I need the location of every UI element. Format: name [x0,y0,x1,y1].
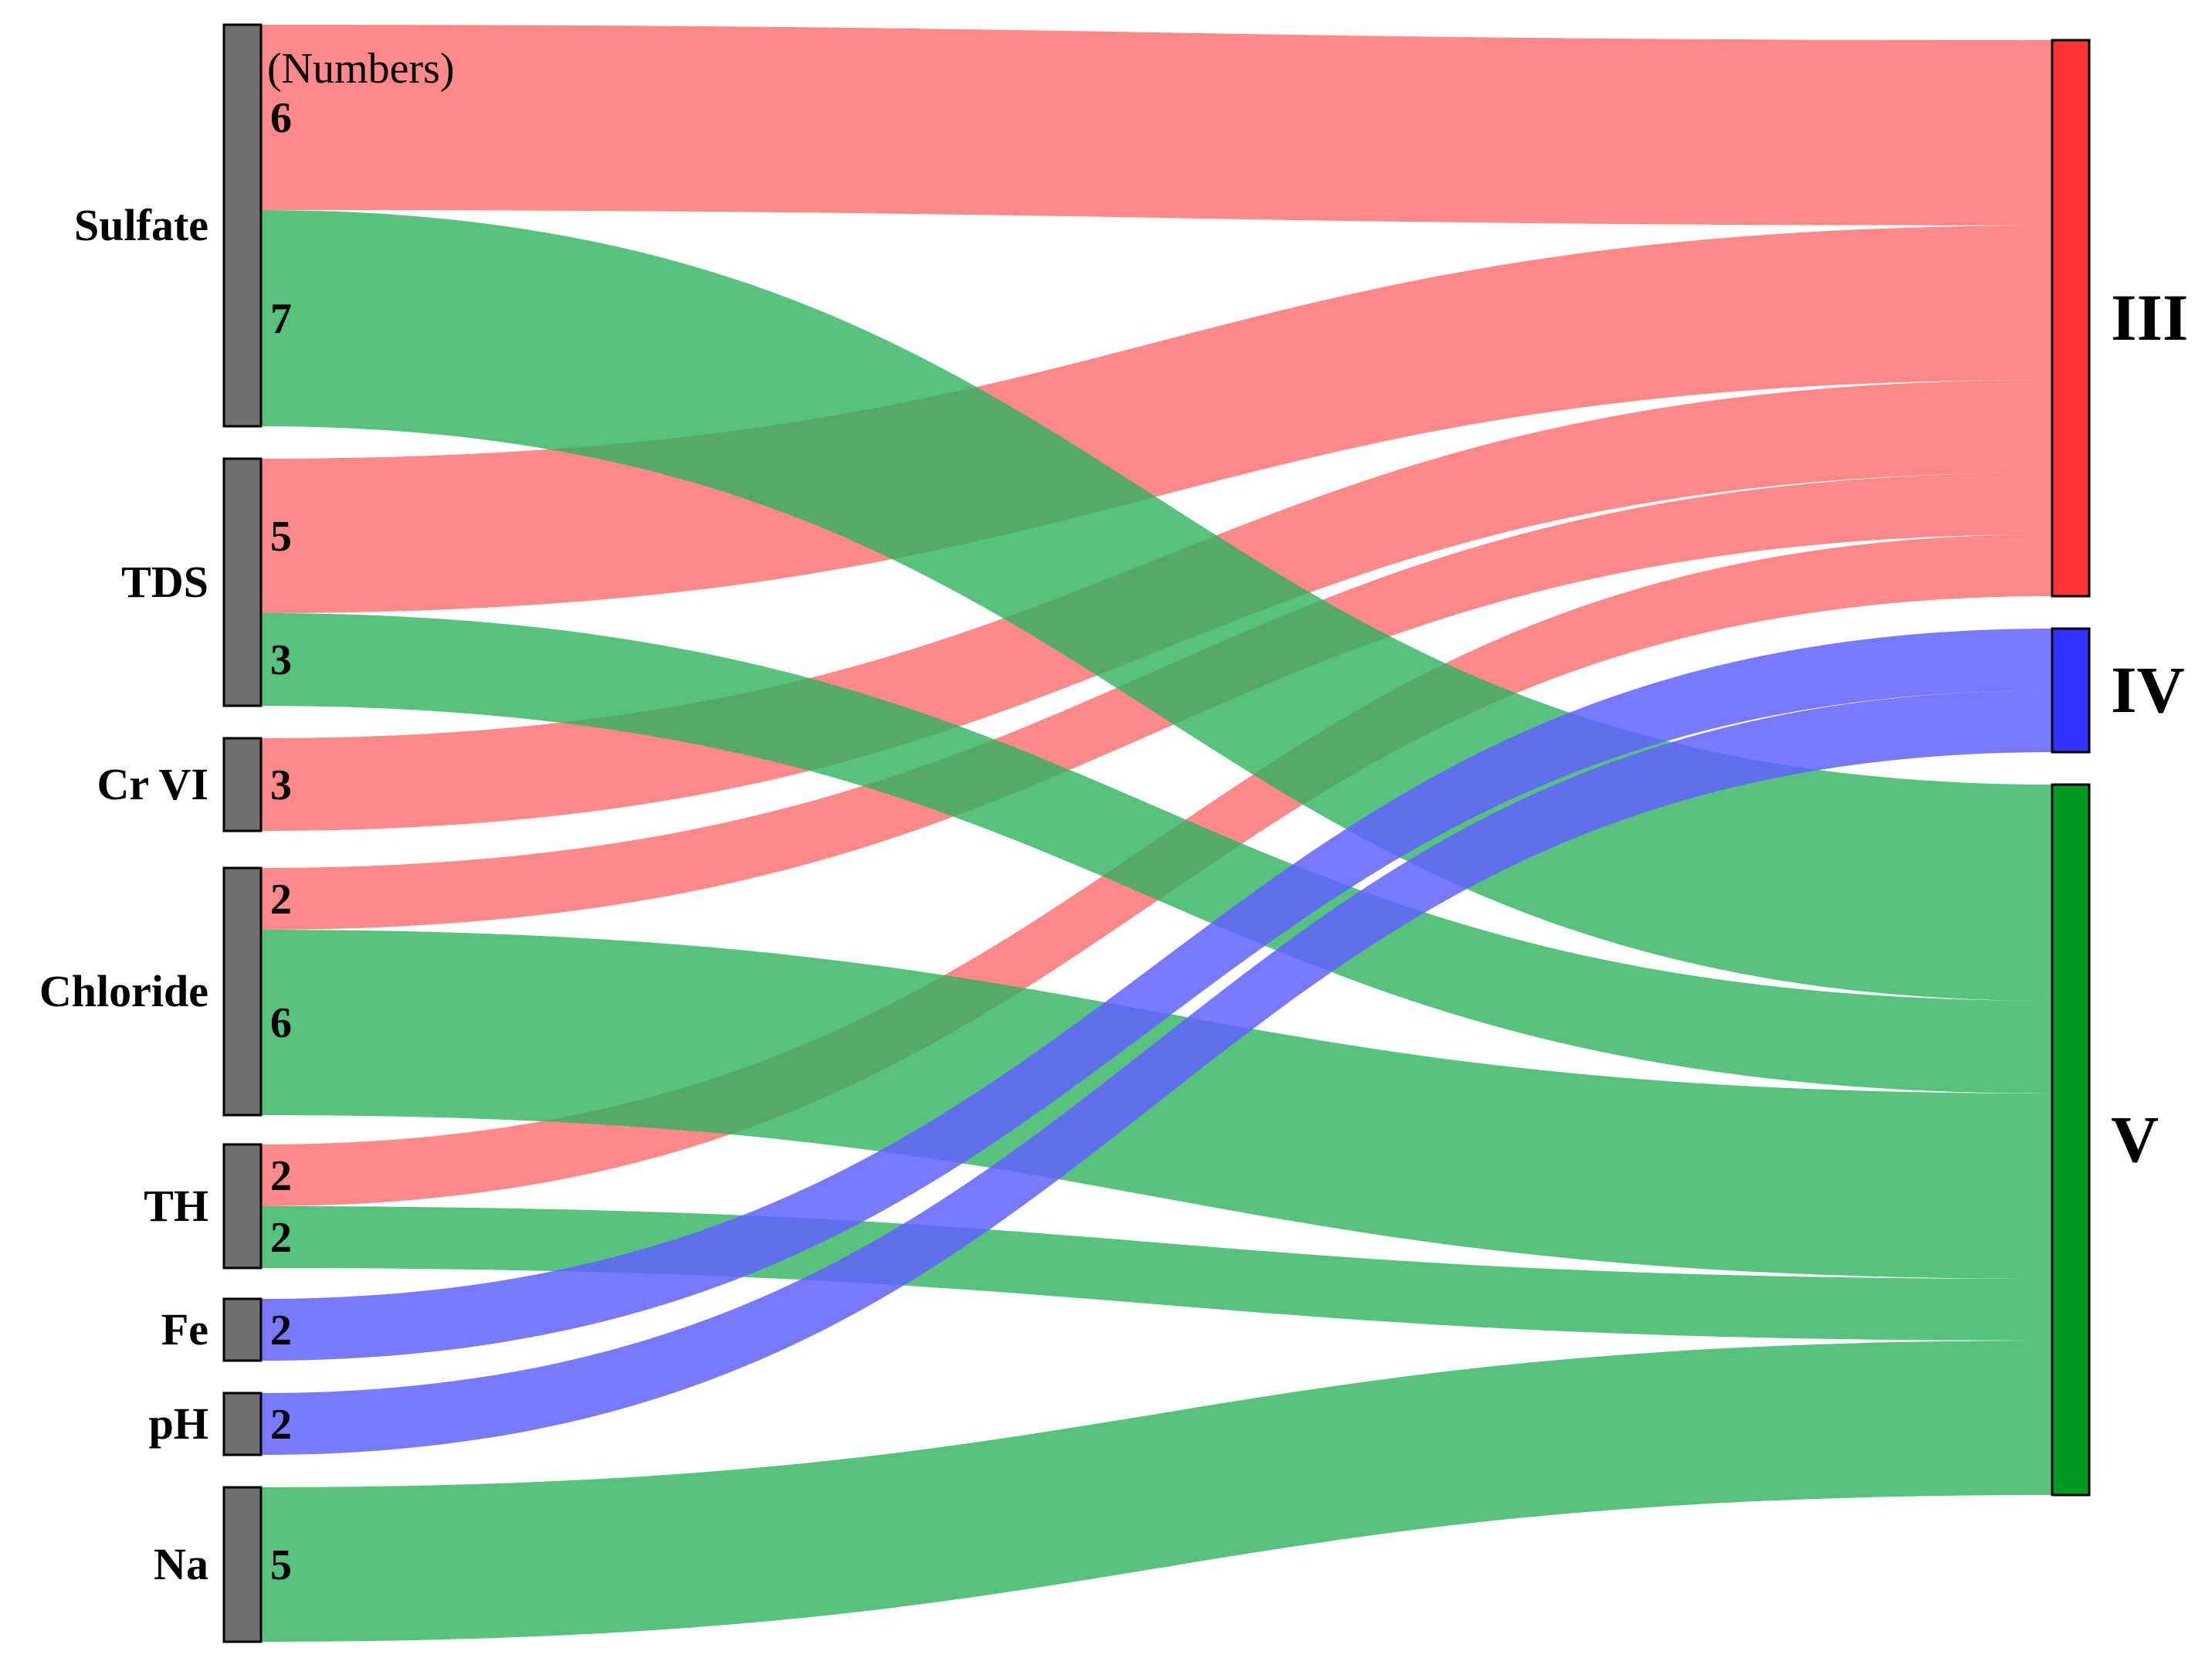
flow-tds-to-v [261,613,2052,1093]
source-node-ph [222,1392,263,1456]
numbers-header-label: (Numbers) [267,45,455,93]
source-node-th [222,1143,263,1270]
target-label-iii: III [2111,280,2188,354]
source-label-cr-vi: Cr VI [97,759,209,809]
source-node-fe [222,1297,263,1362]
source-node-cr-vi [222,737,263,832]
flow-value-label-chloride-v: 6 [270,999,292,1047]
target-node-iii [2051,39,2091,598]
flow-value-label-fe-iv: 2 [270,1307,292,1354]
source-node-tds [222,457,263,707]
flow-layer [261,25,2052,1642]
source-label-ph: pH [149,1398,208,1449]
source-node-chloride [222,866,263,1117]
flow-value-label-chloride-iii: 2 [270,876,292,924]
source-node-na [222,1486,263,1643]
target-node-v [2051,783,2091,1497]
flow-value-label-tds-v: 3 [270,636,292,684]
flow-fe-to-iv [261,629,2052,1361]
flow-value-label-na-v: 5 [270,1541,292,1589]
source-label-fe: Fe [161,1304,208,1354]
label-layer: (Numbers) Sulfate TDS Cr VI Chloride TH Fe pH N… [39,45,2189,1589]
flow-ph-to-iv [261,690,2052,1455]
source-label-na: Na [154,1539,208,1589]
flow-value-label-th-v: 2 [270,1214,292,1262]
target-label-iv: IV [2111,653,2185,727]
source-label-chloride: Chloride [39,966,208,1016]
flow-chloride-to-v [261,930,2052,1279]
source-node-sulfate [222,23,263,428]
flow-na-to-v [261,1341,2052,1642]
flow-value-label-sulfate-v: 7 [270,295,292,343]
flow-sulfate-to-iii [261,25,2052,225]
source-label-tds: TDS [121,557,208,607]
flow-value-label-sulfate-iii: 6 [270,94,292,142]
flow-tds-to-iii [261,225,2052,613]
flow-value-label-th-iii: 2 [270,1152,292,1200]
node-layer [222,23,2091,1643]
target-label-v: V [2111,1102,2159,1176]
flow-value-label-tds-iii: 5 [270,513,292,561]
target-node-iv [2051,627,2091,754]
flow-value-label-cr-vi-iii: 3 [270,761,292,809]
flow-value-label-ph-iv: 2 [270,1401,292,1449]
source-label-th: TH [144,1181,208,1231]
source-label-sulfate: Sulfate [74,200,208,250]
